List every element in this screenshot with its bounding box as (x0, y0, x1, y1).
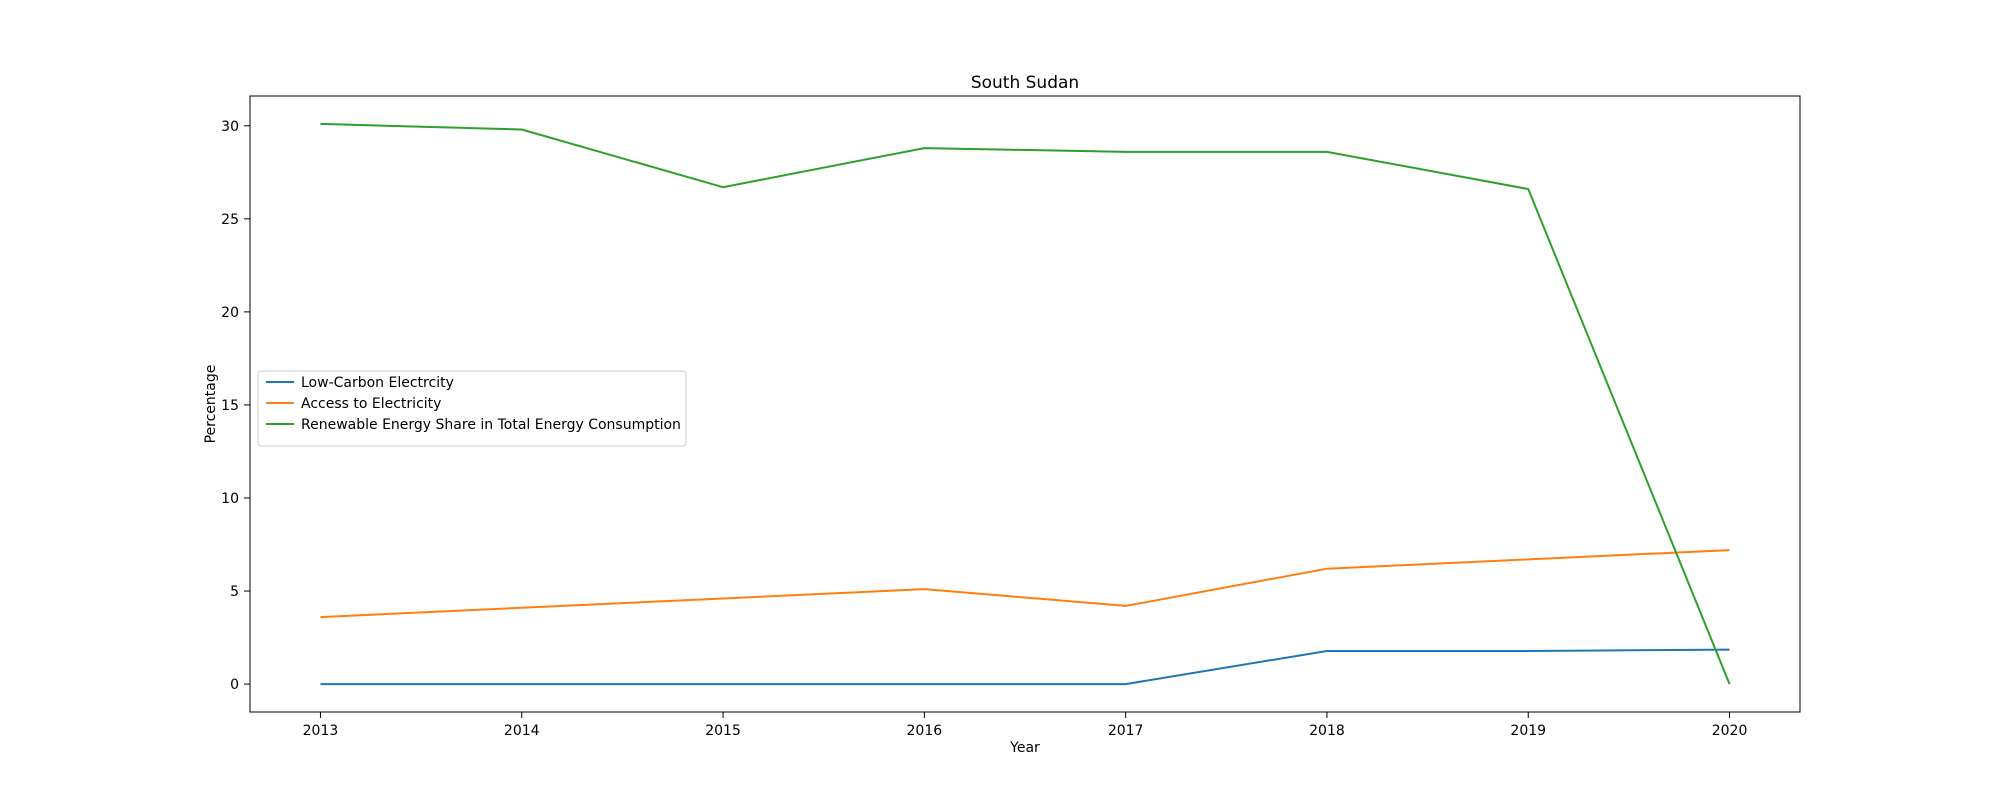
series-layer (320, 122, 1731, 686)
y-tick-label: 20 (221, 305, 239, 321)
x-tick-label: 2014 (504, 723, 540, 739)
legend: Low-Carbon Electrcity Access to Electrici… (257, 370, 687, 447)
y-tick-label: 0 (230, 677, 239, 693)
x-tick-label: 2019 (1510, 723, 1546, 739)
series-line-1 (320, 549, 1730, 619)
x-tick-label: 2016 (907, 723, 943, 739)
x-tick-label: 2020 (1712, 723, 1748, 739)
y-tick-label: 30 (221, 119, 239, 135)
plot-frame (249, 95, 1801, 713)
y-tick-label: 25 (221, 212, 239, 228)
x-tick-label: 2017 (1108, 723, 1144, 739)
legend-label: Access to Electricity (301, 396, 441, 412)
series-line-2 (320, 122, 1731, 685)
y-tick-label: 10 (221, 491, 239, 507)
y-tick-label: 15 (221, 398, 239, 414)
legend-label: Renewable Energy Share in Total Energy C… (301, 417, 681, 433)
series-line-0 (320, 648, 1730, 686)
x-axis: 2013 2014 2015 2016 2017 2018 2019 2020 (303, 712, 1748, 739)
y-tick-label: 5 (230, 584, 239, 600)
chart-title: South Sudan (971, 73, 1079, 93)
x-tick-label: 2013 (303, 723, 339, 739)
legend-label: Low-Carbon Electrcity (301, 375, 454, 391)
y-axis-label: Percentage (203, 365, 219, 444)
legend-box (257, 370, 687, 447)
x-tick-label: 2018 (1309, 723, 1345, 739)
y-axis: 0 5 10 15 20 25 30 (221, 119, 250, 693)
x-axis-label: Year (1009, 740, 1040, 756)
x-tick-label: 2015 (705, 723, 741, 739)
